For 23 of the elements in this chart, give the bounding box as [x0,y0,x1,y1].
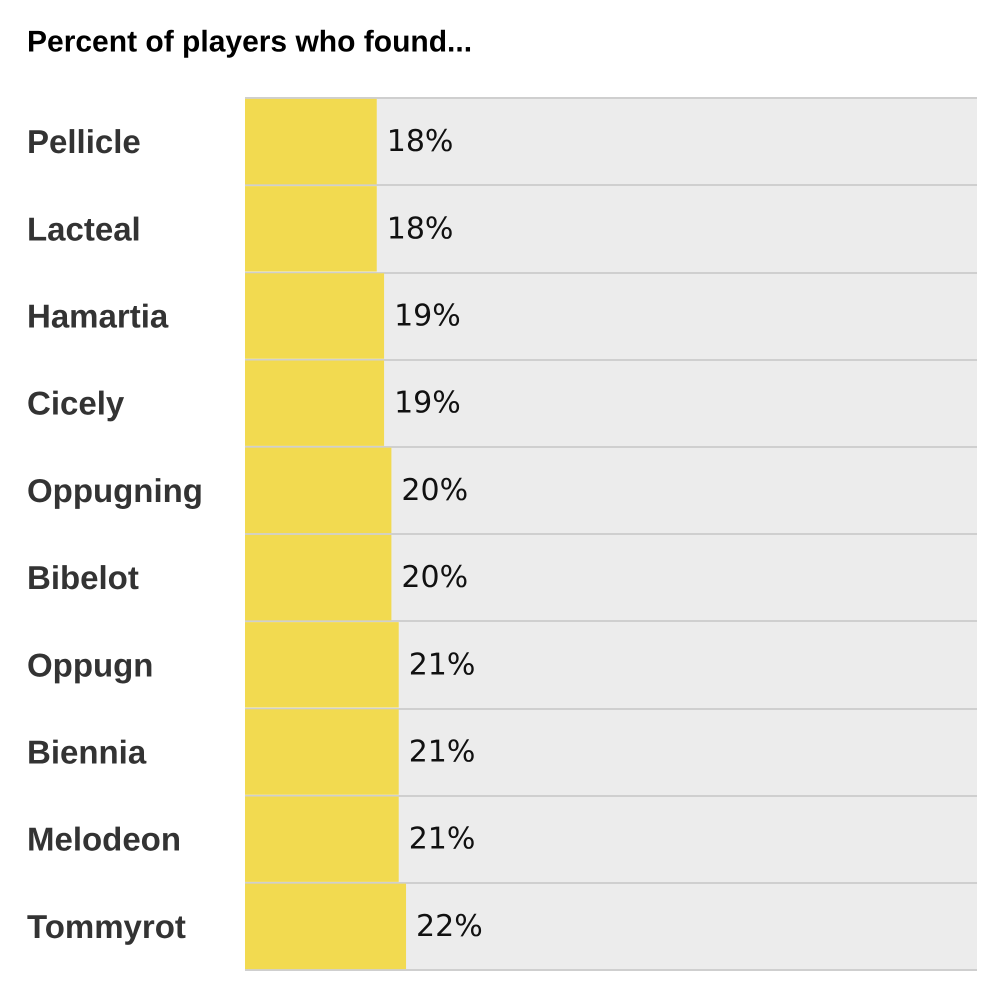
y-tick-label: Tommyrot [27,908,186,945]
data-label: 21% [408,822,476,857]
y-tick-label: Biennia [27,734,147,770]
data-label: 18% [386,211,454,246]
y-tick-label: Cicely [27,384,125,422]
data-label: 20% [401,560,468,596]
y-tick-label: Hamartia [27,298,169,334]
data-label: 18% [386,124,454,160]
bar [245,709,399,795]
y-tick-label: Lacteal [27,210,141,248]
data-label: 19% [394,298,461,334]
data-label: 21% [408,647,476,682]
data-label: 22% [416,908,483,944]
y-tick-label: Pellicle [27,123,141,160]
y-tick-label: Oppugning [27,472,203,509]
y-tick-label: Melodeon [27,820,181,858]
data-label: 20% [401,472,468,508]
chart-title: Percent of players who found... [27,26,472,58]
data-label: 21% [408,734,476,770]
y-tick-label: Oppugn [27,646,154,684]
bar [245,273,384,359]
data-label: 19% [394,386,461,421]
y-tick-label: Bibelot [27,559,139,596]
